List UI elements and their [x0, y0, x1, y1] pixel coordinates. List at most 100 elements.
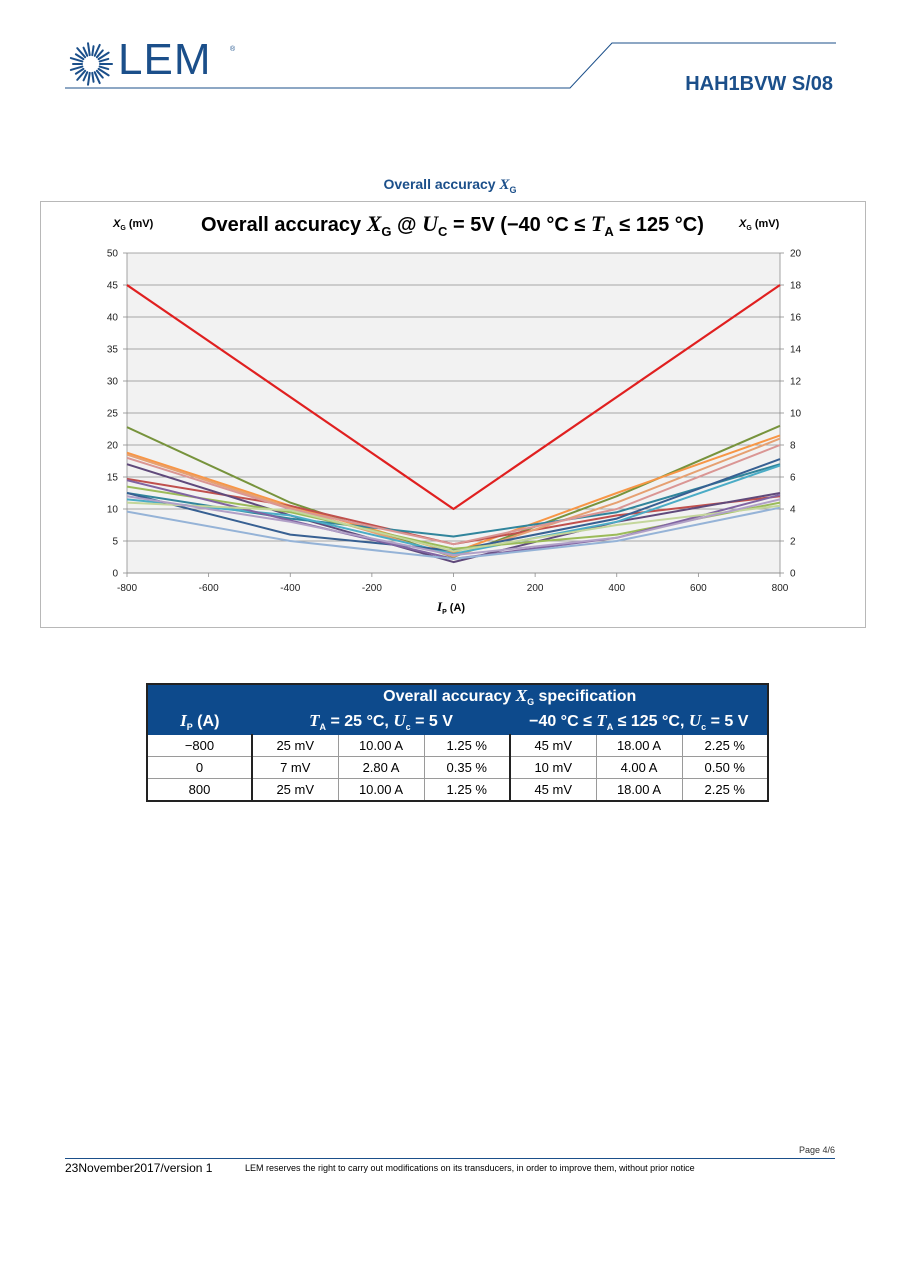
condition-range-header: −40 °C ≤ TA ≤ 125 °C, Uc = 5 V [509, 709, 769, 735]
logo-ray [69, 57, 84, 63]
logo-ray [91, 45, 95, 57]
series-line [126, 444, 781, 546]
logo-ray [82, 71, 89, 82]
table-cell: 1.25 % [423, 734, 511, 757]
page-number: Page 4/6 [798, 1145, 835, 1155]
logo-registered-mark: ® [230, 46, 236, 53]
table-cell: 18.00 A [595, 734, 683, 757]
table-cell: 4.00 A [595, 756, 683, 779]
table-cell: 0.35 % [423, 756, 511, 779]
table-row: −800 25 mV 10.00 A 1.25 % 45 mV 18.00 A … [146, 734, 769, 757]
series-line [126, 464, 781, 555]
table-cell: 10.00 A [337, 734, 425, 757]
logo-ray [87, 71, 91, 86]
logo-ray [93, 71, 101, 85]
header-rule [65, 42, 836, 89]
y-tick-label-left: 20 [107, 441, 119, 452]
logo-ray [74, 67, 85, 75]
table-cell: 25 mV [251, 778, 339, 802]
y-tick-label-left: 5 [112, 537, 118, 548]
y-tick-label-left: 40 [107, 313, 119, 324]
footer-rule [65, 1158, 835, 1159]
y-tick-label-left: 30 [107, 377, 119, 388]
table-cell: −800 [146, 734, 253, 757]
accuracy-spec-table: Overall accuracy XG specification IP (A)… [146, 683, 769, 802]
table-row: 800 25 mV 10.00 A 1.25 % 45 mV 18.00 A 2… [146, 778, 769, 802]
table-corner-cell [146, 683, 253, 710]
table-cell: 18.00 A [595, 778, 683, 802]
y-axis-label-right: XG (mV) [739, 218, 780, 233]
y-tick-label-left: 50 [107, 249, 119, 260]
table-cell: 10 mV [509, 756, 597, 779]
ip-column-header: IP (A) [146, 709, 253, 735]
x-tick-label: 200 [527, 583, 544, 594]
logo-text: LEM [118, 35, 212, 84]
logo-ray [76, 69, 87, 81]
logo-ray [93, 43, 101, 57]
y-tick-label-right: 8 [790, 441, 796, 452]
table-cell: 2.80 A [337, 756, 425, 779]
logo-ray [98, 57, 110, 63]
series-line [126, 434, 781, 554]
table-cell: 25 mV [251, 734, 339, 757]
footer-disclaimer: LEM reserves the right to carry out modi… [245, 1163, 695, 1173]
y-tick-label-right: 18 [790, 281, 802, 292]
table-header-row: Overall accuracy XG specification [146, 683, 769, 710]
logo-ray [97, 67, 110, 77]
x-tick-label: -200 [362, 583, 382, 594]
table-cell: 7 mV [251, 756, 339, 779]
series-line [126, 501, 781, 553]
limit-series-line [126, 284, 781, 511]
logo-ray [97, 51, 110, 61]
x-axis-label: IP (A) [437, 599, 466, 617]
y-tick-label-left: 45 [107, 281, 119, 292]
chart-frame [40, 201, 866, 628]
y-tick-label-right: 6 [790, 473, 796, 484]
y-tick-label-left: 10 [107, 505, 119, 516]
y-tick-label-right: 12 [790, 377, 802, 388]
logo-ray [74, 53, 85, 61]
series-line [126, 437, 781, 558]
x-tick-label: 600 [690, 583, 707, 594]
x-tick-label: 400 [608, 583, 625, 594]
table-cell: 1.25 % [423, 778, 511, 802]
x-tick-label: -400 [280, 583, 300, 594]
series-line [126, 495, 781, 557]
header-decoration [65, 42, 836, 89]
document-code: HAH1BVW S/08 [685, 73, 833, 95]
logo-ray [69, 65, 84, 71]
y-tick-label-right: 10 [790, 409, 802, 420]
series-line [126, 463, 781, 564]
table-cell: 2.25 % [681, 778, 769, 802]
table-cell: 45 mV [509, 734, 597, 757]
table-row: 0 7 mV 2.80 A 0.35 % 10 mV 4.00 A 0.50 % [146, 756, 769, 779]
logo-ray [76, 47, 87, 59]
table-title: Overall accuracy XG specification [251, 683, 769, 710]
logo-ray [95, 69, 104, 79]
table-subheader-row: IP (A) TA = 25 °C, Uc = 5 V −40 °C ≤ TA … [146, 709, 769, 735]
y-tick-label-right: 4 [790, 505, 796, 516]
table-cell: 2.25 % [681, 734, 769, 757]
logo-ray [98, 65, 110, 71]
logo-ray [91, 71, 95, 83]
y-axis-label-left: XG (mV) [113, 218, 154, 233]
x-tick-label: -800 [117, 583, 137, 594]
y-tick-label-right: 14 [790, 345, 802, 356]
y-tick-label-left: 0 [112, 569, 118, 580]
x-tick-label: 0 [451, 583, 457, 594]
y-tick-label-right: 16 [790, 313, 802, 324]
lem-logo-icon [69, 42, 113, 86]
table-cell: 45 mV [509, 778, 597, 802]
y-tick-label-left: 15 [107, 473, 119, 484]
table-cell: 800 [146, 778, 253, 802]
chart-title: Overall accuracy XG @ UC = 5V (−40 °C ≤ … [201, 211, 704, 239]
y-tick-label-right: 0 [790, 569, 796, 580]
logo-ray [82, 46, 89, 57]
logo-ray [95, 49, 104, 59]
series-line [126, 506, 781, 560]
x-tick-label: 800 [772, 583, 789, 594]
logo-ray [87, 42, 91, 57]
x-tick-label: -600 [199, 583, 219, 594]
accuracy-chart: 0 0 5 2 10 4 15 6 20 8 25 10 30 12 35 14 40 16 45 18 50 20 -80… [107, 249, 802, 595]
y-tick-label-right: 2 [790, 537, 796, 548]
